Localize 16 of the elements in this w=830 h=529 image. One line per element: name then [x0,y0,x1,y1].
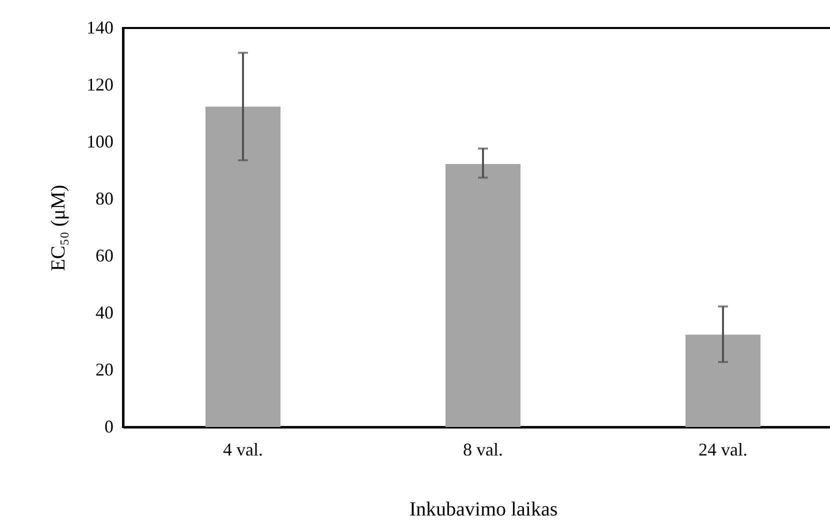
bar [686,334,760,427]
y-tick-label: 0 [104,416,114,436]
bar [206,106,280,427]
x-tick-label: 8 val. [463,440,503,460]
y-axis-title: EC₅₀ (μM) [48,184,70,272]
y-tick-label: 40 [96,302,114,322]
y-tick-label: 60 [96,246,114,266]
x-tick-label: 24 val. [698,440,748,460]
x-tick-label: 4 val. [223,440,263,460]
bar [446,164,520,427]
y-tick-label: 140 [86,18,114,38]
y-tick-label: 20 [96,360,114,380]
y-tick-label: 80 [96,188,114,208]
y-tick-label: 100 [86,132,114,152]
x-axis-title: Inkubavimo laikas [409,498,558,520]
y-tick-label: 120 [86,74,114,94]
